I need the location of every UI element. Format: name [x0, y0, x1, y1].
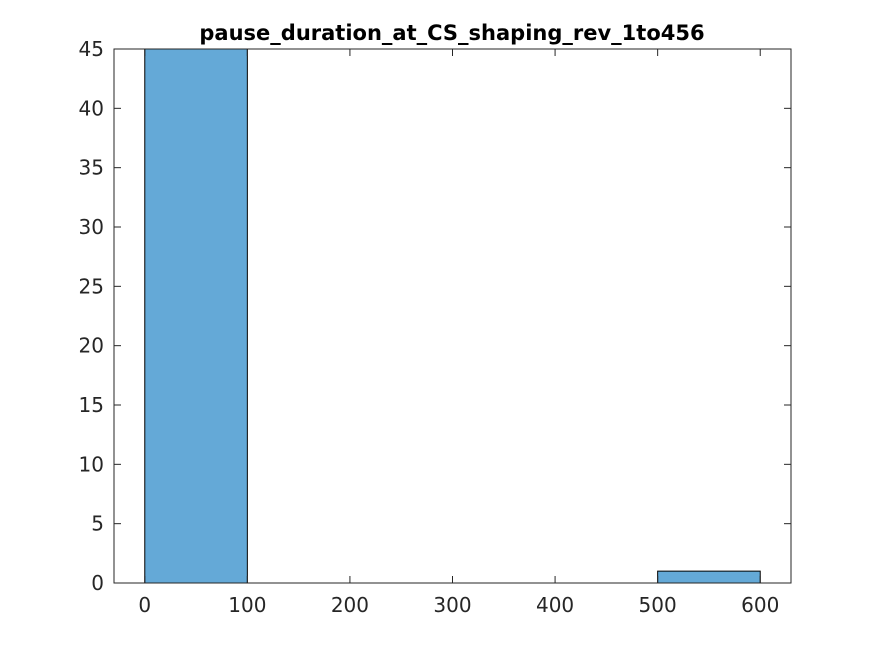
y-tick-label-0: 0 [91, 571, 104, 595]
y-tick-label-10: 10 [79, 452, 104, 476]
x-tick-label-400: 400 [536, 593, 574, 617]
y-tick-label-25: 25 [79, 274, 104, 298]
y-tick-label-35: 35 [79, 156, 104, 180]
x-tick-label-100: 100 [228, 593, 266, 617]
y-tick-label-5: 5 [91, 512, 104, 536]
y-tick-label-15: 15 [79, 393, 104, 417]
x-tick-label-500: 500 [639, 593, 677, 617]
x-tick-label-200: 200 [331, 593, 369, 617]
y-tick-label-40: 40 [79, 96, 104, 120]
chart-title: pause_duration_at_CS_shaping_rev_1to456 [199, 21, 704, 45]
x-tick-label-300: 300 [433, 593, 471, 617]
ticks-layer: 0 100 200 300 400 500 600 0 5 10 15 20 25 30 35 40 45 [79, 37, 791, 617]
histogram-bar-0-100 [144, 48, 248, 584]
x-tick-label-0: 0 [138, 593, 151, 617]
y-tick-label-20: 20 [79, 334, 104, 358]
x-tick-label-600: 600 [741, 593, 779, 617]
histogram-bar-500-600 [657, 570, 761, 584]
y-tick-label-30: 30 [79, 215, 104, 239]
y-tick-label-45: 45 [79, 37, 104, 61]
bars-layer [144, 48, 761, 584]
